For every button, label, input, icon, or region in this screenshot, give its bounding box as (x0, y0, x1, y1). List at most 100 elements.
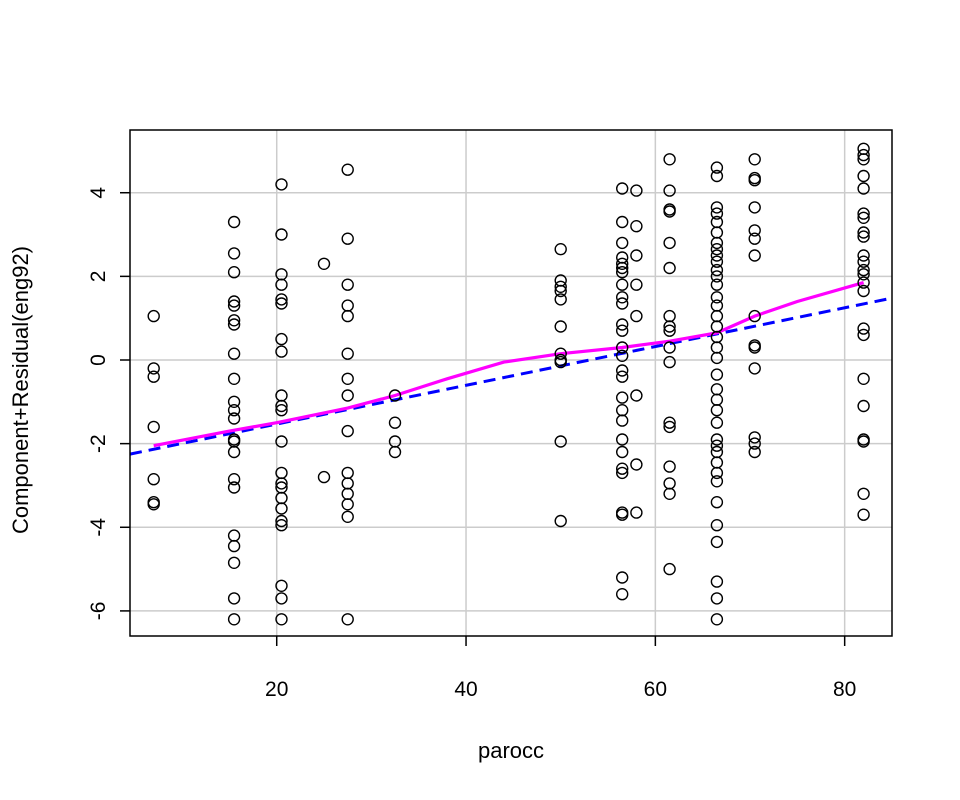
data-point (857, 211, 870, 225)
x-tick-label: 80 (833, 678, 856, 701)
data-point (710, 456, 724, 469)
data-point (227, 404, 241, 417)
data-point (341, 372, 354, 385)
data-point (341, 389, 354, 402)
data-point (857, 284, 870, 298)
x-tick-label: 20 (265, 678, 288, 701)
x-tick-label: 40 (454, 678, 477, 701)
data-point (227, 318, 241, 331)
data-point (663, 184, 676, 197)
data-point (147, 370, 160, 383)
plot-frame (129, 129, 893, 637)
data-point (857, 226, 870, 239)
y-axis: -6 -4 -2 0 2 4 (87, 187, 130, 620)
data-point (857, 182, 870, 195)
data-point (616, 445, 629, 459)
data-point (748, 341, 761, 354)
data-point (227, 445, 241, 459)
data-point (857, 328, 870, 342)
data-point (616, 588, 629, 601)
data-point (227, 529, 241, 542)
y-tick-label: 2 (87, 271, 110, 283)
data-point (275, 477, 288, 490)
data-point (554, 293, 567, 306)
data-point (663, 487, 676, 500)
data-point (748, 445, 761, 459)
data-point (227, 481, 241, 494)
data-point (275, 491, 288, 505)
data-point (275, 268, 288, 281)
data-point (710, 299, 724, 312)
data-point (616, 266, 629, 279)
data-point (341, 487, 354, 500)
data-point (554, 514, 567, 528)
data-point (616, 215, 629, 229)
data-point (616, 236, 629, 250)
data-point (341, 466, 354, 480)
x-axis-title: parocc (478, 738, 544, 763)
data-point (710, 341, 724, 354)
data-point (554, 320, 567, 333)
data-point (630, 506, 643, 519)
data-point (317, 257, 331, 270)
data-point (388, 416, 402, 429)
data-point (857, 268, 870, 281)
data-point (857, 322, 870, 335)
data-point (227, 539, 241, 553)
data-point (317, 470, 331, 484)
data-point (275, 178, 288, 191)
data-point (616, 414, 629, 427)
data-point (275, 278, 288, 291)
data-point (857, 276, 870, 289)
data-point (227, 473, 241, 486)
data-point (388, 445, 402, 459)
data-point (147, 420, 160, 434)
data-point (147, 362, 160, 375)
data-point (748, 437, 761, 450)
data-point (147, 473, 160, 486)
data-point (710, 278, 724, 291)
data-point (630, 389, 643, 402)
data-point (341, 510, 354, 523)
data-point (748, 362, 761, 375)
grid-lines (130, 130, 892, 636)
data-point (663, 420, 676, 434)
data-point (710, 592, 724, 605)
data-point (275, 297, 288, 310)
data-point (341, 498, 354, 511)
data-point (710, 368, 724, 381)
data-point (227, 372, 241, 385)
data-point (857, 207, 870, 220)
data-point (710, 263, 724, 277)
data-point (227, 215, 241, 229)
data-point (857, 372, 870, 385)
data-point (857, 249, 870, 262)
data-point (554, 435, 567, 448)
data-point (663, 341, 676, 354)
data-point (748, 309, 761, 323)
data-point (227, 592, 241, 605)
data-point (616, 318, 629, 331)
data-point (857, 435, 870, 448)
data-point (616, 297, 629, 310)
data-point (710, 320, 724, 333)
smooth-fit-line (153, 281, 865, 448)
data-point (616, 324, 629, 337)
data-point (275, 389, 288, 402)
data-point (341, 613, 354, 626)
data-point (616, 404, 629, 417)
data-point (227, 295, 241, 308)
data-point (748, 173, 761, 187)
data-point (663, 562, 676, 576)
y-tick-label: 0 (87, 354, 110, 366)
data-point (630, 458, 643, 471)
data-point (275, 399, 288, 413)
data-point (616, 508, 629, 521)
data-point (275, 293, 288, 306)
data-point (710, 393, 724, 406)
data-point (710, 466, 724, 480)
data-point (616, 278, 629, 291)
data-point (857, 230, 870, 243)
data-point (554, 355, 567, 369)
data-point (616, 341, 629, 354)
